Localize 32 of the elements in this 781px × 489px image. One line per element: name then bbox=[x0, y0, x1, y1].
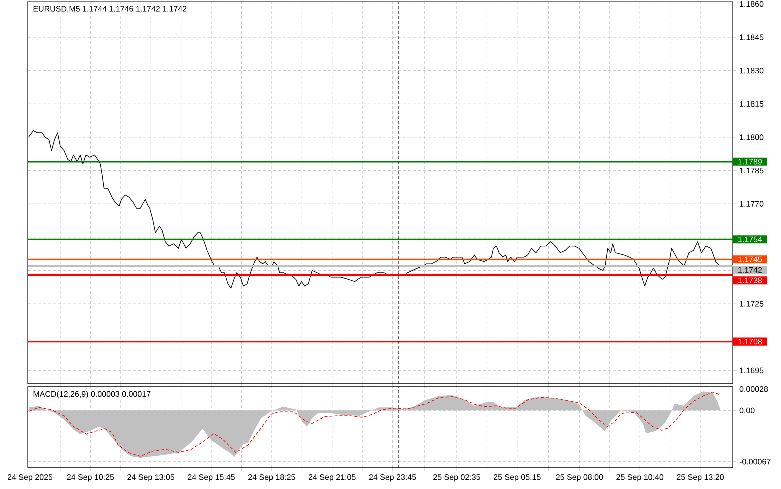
y-tick-label: -0.00067 bbox=[740, 459, 771, 465]
x-tick-label: 24 Sep 18:25 bbox=[248, 474, 296, 482]
x-tick-label: 24 Sep 2025 bbox=[8, 474, 53, 482]
ref-line-label: 1.1789 bbox=[738, 159, 762, 165]
chart-title: MACD(12,26,9) 0.00003 0.00017 bbox=[34, 391, 151, 399]
x-tick-label: 25 Sep 08:00 bbox=[556, 474, 604, 482]
y-tick-label: 1.1860 bbox=[740, 1, 764, 8]
y-tick-label: 1.1830 bbox=[740, 68, 764, 74]
x-tick-label: 24 Sep 15:45 bbox=[188, 474, 235, 482]
x-tick-label: 25 Sep 05:15 bbox=[494, 474, 541, 482]
y-tick-label: 1.1695 bbox=[740, 368, 764, 374]
x-tick-label: 24 Sep 21:05 bbox=[308, 474, 356, 482]
x-tick-label: 24 Sep 23:45 bbox=[369, 474, 416, 482]
ref-line-label: 1.1754 bbox=[738, 236, 762, 242]
y-tick-label: 0.00028 bbox=[740, 386, 768, 392]
chart-title: EURUSD,M5 1.1744 1.1746 1.1742 1.1742 bbox=[34, 6, 187, 13]
x-tick-label: 25 Sep 02:35 bbox=[434, 474, 480, 482]
x-tick-label: 24 Sep 10:25 bbox=[67, 474, 114, 482]
y-tick-label: 1.1770 bbox=[740, 201, 764, 207]
y-tick-label: 0.00 bbox=[740, 408, 755, 414]
ref-line-label: 1.1742 bbox=[738, 267, 762, 273]
ref-line-label: 1.1745 bbox=[738, 256, 762, 262]
y-tick-label: 1.1725 bbox=[740, 301, 764, 307]
x-tick-label: 24 Sep 13:05 bbox=[128, 474, 175, 482]
y-tick-label: 1.1845 bbox=[740, 34, 764, 40]
y-tick-label: 1.1800 bbox=[740, 134, 764, 140]
x-tick-label: 25 Sep 13:20 bbox=[677, 474, 724, 482]
y-tick-label: 1.1815 bbox=[740, 101, 764, 107]
ref-line-label: 1.1708 bbox=[738, 338, 762, 345]
ref-line-label: 1.1738 bbox=[738, 278, 762, 284]
y-tick-label: 1.1785 bbox=[740, 168, 764, 174]
x-tick-label: 25 Sep 10:40 bbox=[616, 474, 664, 482]
